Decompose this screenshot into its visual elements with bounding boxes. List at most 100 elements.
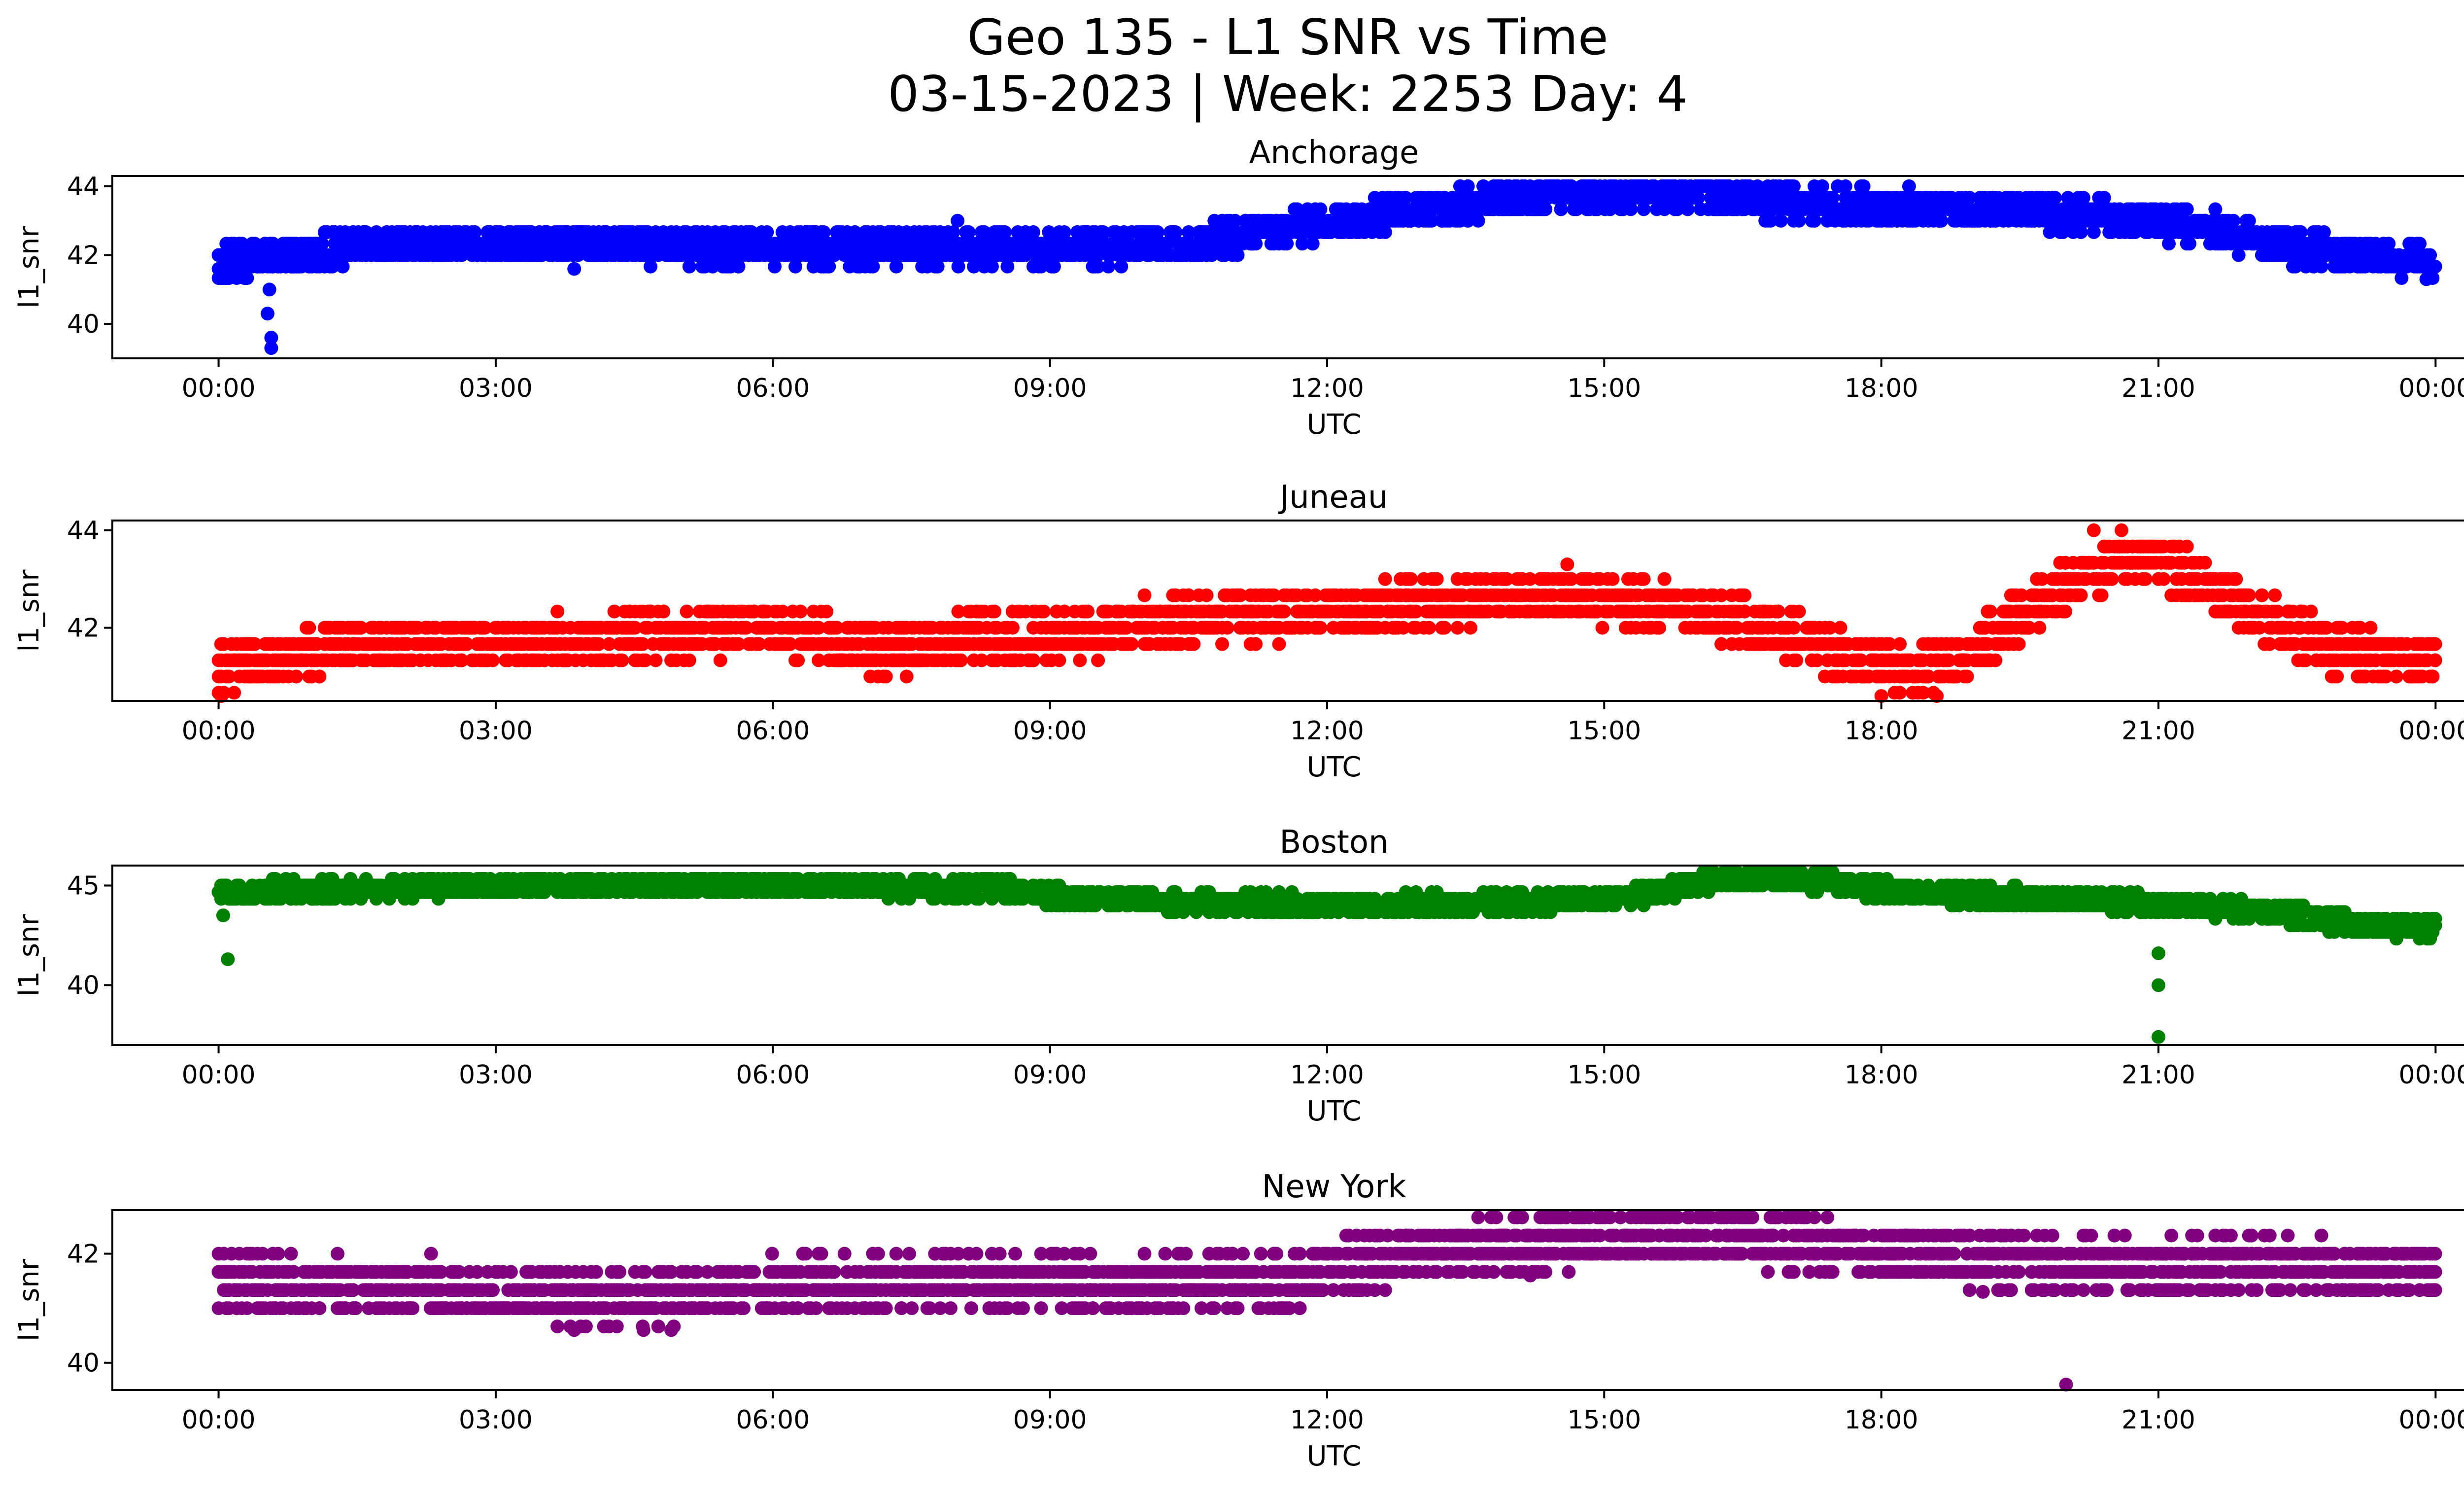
data-point <box>1771 604 1785 619</box>
data-point <box>967 259 981 274</box>
data-point <box>1034 259 1048 274</box>
data-point <box>866 259 880 274</box>
data-point <box>1091 248 1105 262</box>
data-point <box>644 259 658 274</box>
x-tick-label: 18:00 <box>1845 374 1918 403</box>
data-point <box>2226 213 2241 228</box>
x-tick-label: 21:00 <box>2122 374 2195 403</box>
data-point <box>1437 621 1452 635</box>
data-point <box>1606 572 1620 586</box>
x-tick-label: 09:00 <box>1013 374 1087 403</box>
data-point <box>768 259 782 274</box>
data-point <box>1539 202 1553 216</box>
data-point <box>2032 621 2047 635</box>
data-point <box>1399 191 1413 205</box>
data-point-outlier <box>567 262 582 276</box>
data-point <box>1228 213 1242 228</box>
data-point-outlier <box>2419 272 2433 286</box>
x-tick-label: 00:00 <box>182 374 256 403</box>
data-point <box>2087 225 2101 239</box>
data-point <box>954 653 968 667</box>
data-point <box>1249 637 1263 651</box>
y-tick-label: 42 <box>67 241 100 271</box>
data-point <box>998 225 1012 239</box>
data-point <box>1404 572 1418 586</box>
data-point <box>1833 621 1848 635</box>
data-point <box>359 225 373 239</box>
data-point <box>2097 191 2111 205</box>
data-point <box>485 653 500 667</box>
data-point <box>1789 653 1804 667</box>
data-point <box>1637 202 1651 216</box>
data-point <box>2076 191 2090 205</box>
data-point <box>550 604 565 619</box>
subplot-title: Anchorage <box>1249 135 1419 171</box>
data-point <box>1425 213 1439 228</box>
data-point <box>788 259 802 274</box>
data-point <box>706 259 719 274</box>
data-point <box>1960 669 1974 684</box>
data-point <box>2156 572 2171 586</box>
data-point <box>235 237 249 251</box>
data-point <box>1091 259 1105 274</box>
data-point <box>312 669 327 684</box>
data-point <box>1187 637 1201 651</box>
data-point <box>1750 179 1765 193</box>
data-point <box>2183 237 2196 251</box>
data-point <box>1220 621 1234 635</box>
data-point <box>2074 225 2088 239</box>
data-point <box>1422 621 1436 635</box>
data-point <box>1893 686 1907 700</box>
data-point <box>325 259 340 274</box>
data-point <box>227 686 241 700</box>
data-point <box>1595 621 1609 635</box>
figure-title-line-1: Geo 135 - L1 SNR vs Time <box>967 8 1608 66</box>
data-point <box>615 653 629 667</box>
data-point <box>951 259 965 274</box>
data-point <box>1461 213 1475 228</box>
data-point <box>1114 259 1129 274</box>
data-point <box>1378 225 1392 239</box>
data-point <box>1657 202 1672 216</box>
data-point <box>1450 621 1465 635</box>
data-point <box>2177 213 2191 228</box>
data-point <box>248 237 262 251</box>
data-point <box>1181 225 1196 239</box>
y-tick-label: 44 <box>67 172 100 202</box>
data-point <box>1277 604 1291 619</box>
data-point-outlier <box>951 213 965 228</box>
data-point <box>1786 179 1801 193</box>
data-point <box>2094 588 2109 602</box>
data-point <box>1893 637 1907 651</box>
data-point <box>1290 202 1304 216</box>
data-point <box>1624 202 1638 216</box>
data-point <box>1313 202 1328 216</box>
data-point <box>1463 621 1477 635</box>
x-tick-label: 00:00 <box>2398 374 2464 403</box>
data-point <box>2268 588 2282 602</box>
data-point <box>822 259 836 274</box>
data-point <box>1637 572 1651 586</box>
data-point <box>1792 213 1806 228</box>
data-point <box>266 237 280 251</box>
data-point <box>1199 588 1214 602</box>
data-point <box>2231 248 2246 262</box>
data-point <box>1691 191 1705 205</box>
data-point <box>889 259 903 274</box>
data-point <box>1670 202 1684 216</box>
data-point <box>1476 179 1491 193</box>
data-point <box>1150 225 1164 239</box>
data-point <box>2242 213 2256 228</box>
data-point <box>1983 604 1997 619</box>
data-point <box>1461 179 1475 193</box>
data-point <box>2061 191 2075 205</box>
data-point <box>946 225 960 239</box>
data-point <box>791 653 805 667</box>
data-point <box>1680 202 1695 216</box>
data-point <box>1305 237 1320 251</box>
data-point <box>1774 213 1788 228</box>
data-point <box>2058 604 2072 619</box>
